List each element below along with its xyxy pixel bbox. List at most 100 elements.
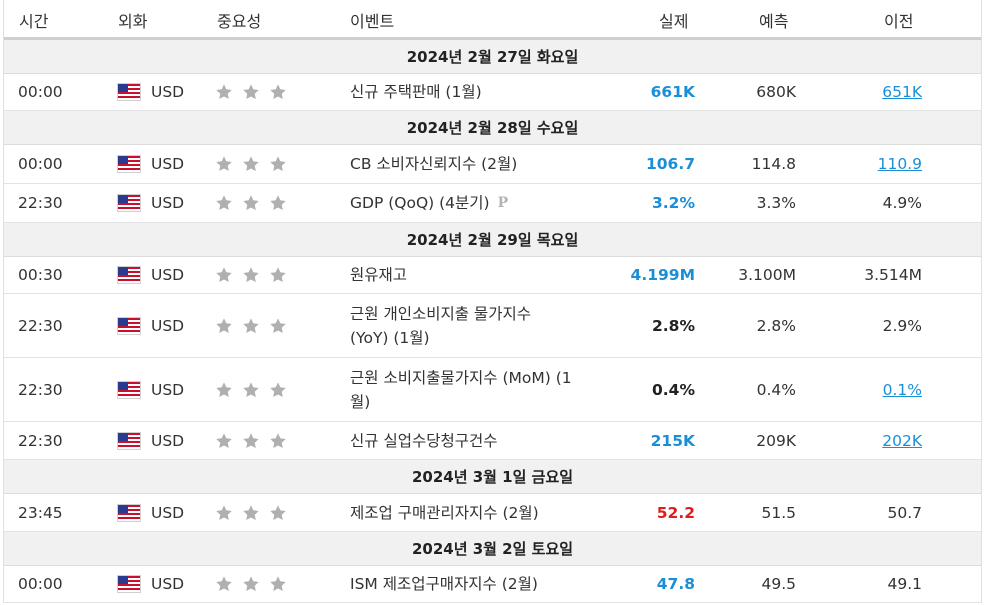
star-icon (269, 266, 287, 284)
us-flag-icon (118, 317, 140, 334)
event-name[interactable]: ISM 제조업구매자지수 (2월) (350, 566, 625, 602)
event-name-line[interactable]: 근원 소비지출물가지수 (MoM) (1 (350, 368, 572, 387)
header-previous[interactable]: 이전 (884, 12, 914, 31)
star-icon (215, 194, 233, 212)
star-icon (269, 155, 287, 173)
event-name[interactable]: 신규 실업수당청구건수 (350, 422, 625, 459)
event-currency: USD (118, 566, 184, 602)
star-icon (269, 381, 287, 399)
event-time: 22:30 (18, 431, 63, 450)
event-actual: 4.199M (630, 266, 695, 284)
event-currency: USD (118, 145, 184, 183)
star-icon (269, 432, 287, 450)
currency-code: USD (151, 266, 185, 284)
event-previous-revised-link[interactable]: 0.1% (882, 380, 922, 399)
event-row[interactable]: 22:30 USD GDP (QoQ) (4분기) P 3.2% 3.3% 4.9… (4, 184, 981, 223)
importance-stars (215, 184, 296, 222)
star-icon (269, 83, 287, 101)
date-row: 2024년 2월 29일 목요일 (4, 223, 981, 257)
event-name-text[interactable]: GDP (QoQ) (4분기) (350, 194, 490, 212)
star-icon (242, 381, 260, 399)
event-name-text[interactable]: 신규 주택판매 (1월) (350, 83, 482, 101)
event-name-line[interactable]: 월) (350, 392, 371, 411)
header-time[interactable]: 시간 (19, 12, 49, 31)
event-row[interactable]: 00:30 USD 원유재고 4.199M 3.100M 3.514M (4, 257, 981, 294)
star-icon (242, 266, 260, 284)
event-name-text[interactable]: ISM 제조업구매자지수 (2월) (350, 575, 538, 593)
event-forecast: 3.100M (738, 266, 796, 284)
header-importance[interactable]: 중요성 (217, 12, 262, 31)
event-row[interactable]: 23:45 USD 제조업 구매관리자지수 (2월) 52.2 51.5 50.… (4, 494, 981, 532)
event-previous-revised-link[interactable]: 110.9 (877, 155, 922, 173)
event-currency: USD (118, 422, 184, 459)
header-currency[interactable]: 외화 (118, 12, 148, 31)
header-event[interactable]: 이벤트 (350, 12, 395, 31)
event-name-line[interactable]: 근원 개인소비지출 물가지수 (350, 304, 531, 323)
event-row[interactable]: 22:30 USD 근원 개인소비지출 물가지수 (YoY) (1월) 2.8% … (4, 294, 981, 358)
us-flag-icon (118, 504, 140, 521)
event-forecast: 680K (756, 83, 796, 101)
event-actual: 661K (650, 83, 695, 101)
event-actual: 47.8 (656, 575, 695, 593)
event-forecast: 3.3% (756, 194, 796, 212)
star-icon (242, 317, 260, 335)
date-row: 2024년 2월 28일 수요일 (4, 111, 981, 145)
event-time: 23:45 (18, 503, 63, 522)
event-name-text[interactable]: CB 소비자신뢰지수 (2월) (350, 155, 518, 173)
event-row[interactable]: 00:00 USD 신규 주택판매 (1월) 661K 680K 651K (4, 74, 981, 111)
event-time: 00:30 (18, 266, 63, 284)
event-previous: 2.9% (882, 316, 922, 335)
importance-stars (215, 294, 296, 357)
event-actual: 3.2% (652, 194, 695, 212)
importance-stars (215, 145, 296, 183)
event-previous: 49.1 (887, 575, 922, 593)
star-icon (242, 504, 260, 522)
event-name-text[interactable]: 신규 실업수당청구건수 (350, 431, 498, 450)
event-time: 22:30 (18, 194, 63, 212)
event-previous-revised-link[interactable]: 202K (882, 431, 922, 450)
star-icon (269, 194, 287, 212)
event-time: 00:00 (18, 155, 63, 173)
star-icon (215, 504, 233, 522)
event-forecast: 209K (756, 431, 796, 450)
table-header: 시간 외화 중요성 이벤트 실제 예측 이전 (4, 0, 981, 40)
importance-stars (215, 494, 296, 531)
event-name[interactable]: 신규 주택판매 (1월) (350, 74, 625, 110)
header-actual[interactable]: 실제 (659, 12, 689, 31)
event-name[interactable]: 원유재고 (350, 257, 625, 293)
event-previous-revised-link[interactable]: 651K (882, 83, 922, 101)
header-forecast[interactable]: 예측 (759, 12, 789, 31)
us-flag-icon (118, 84, 140, 100)
star-icon (215, 83, 233, 101)
event-name[interactable]: CB 소비자신뢰지수 (2월) (350, 145, 625, 183)
event-name[interactable]: GDP (QoQ) (4분기) P (350, 184, 625, 222)
event-name[interactable]: 근원 개인소비지출 물가지수 (YoY) (1월) (350, 294, 625, 357)
us-flag-icon (118, 576, 140, 592)
event-name[interactable]: 근원 소비지출물가지수 (MoM) (1 월) (350, 358, 625, 421)
event-currency: USD (118, 294, 184, 357)
currency-code: USD (151, 431, 185, 450)
star-icon (242, 575, 260, 593)
date-row: 2024년 3월 2일 토요일 (4, 532, 981, 566)
event-previous: 4.9% (882, 194, 922, 212)
event-name-text[interactable]: 원유재고 (350, 266, 408, 284)
event-row[interactable]: 00:00 USD CB 소비자신뢰지수 (2월) 106.7 114.8 11… (4, 145, 981, 184)
event-actual: 0.4% (652, 380, 695, 399)
event-row[interactable]: 22:30 USD 신규 실업수당청구건수 215K 209K 202K (4, 422, 981, 460)
currency-code: USD (151, 83, 185, 101)
event-name-line[interactable]: (YoY) (1월) (350, 328, 430, 347)
event-row[interactable]: 22:30 USD 근원 소비지출물가지수 (MoM) (1 월) 0.4% 0.… (4, 358, 981, 422)
star-icon (242, 194, 260, 212)
economic-calendar-table: 시간 외화 중요성 이벤트 실제 예측 이전 2024년 2월 27일 화요일 … (3, 0, 982, 603)
event-name[interactable]: 제조업 구매관리자지수 (2월) (350, 494, 625, 531)
currency-code: USD (151, 194, 185, 212)
importance-stars (215, 422, 296, 459)
star-icon (269, 504, 287, 522)
event-row[interactable]: 00:00 USD ISM 제조업구매자지수 (2월) 47.8 49.5 49… (4, 566, 981, 603)
us-flag-icon (118, 432, 140, 449)
event-forecast: 51.5 (761, 503, 796, 522)
date-row: 2024년 3월 1일 금요일 (4, 460, 981, 494)
event-name-text[interactable]: 제조업 구매관리자지수 (2월) (350, 503, 539, 522)
event-currency: USD (118, 257, 184, 293)
star-icon (215, 155, 233, 173)
